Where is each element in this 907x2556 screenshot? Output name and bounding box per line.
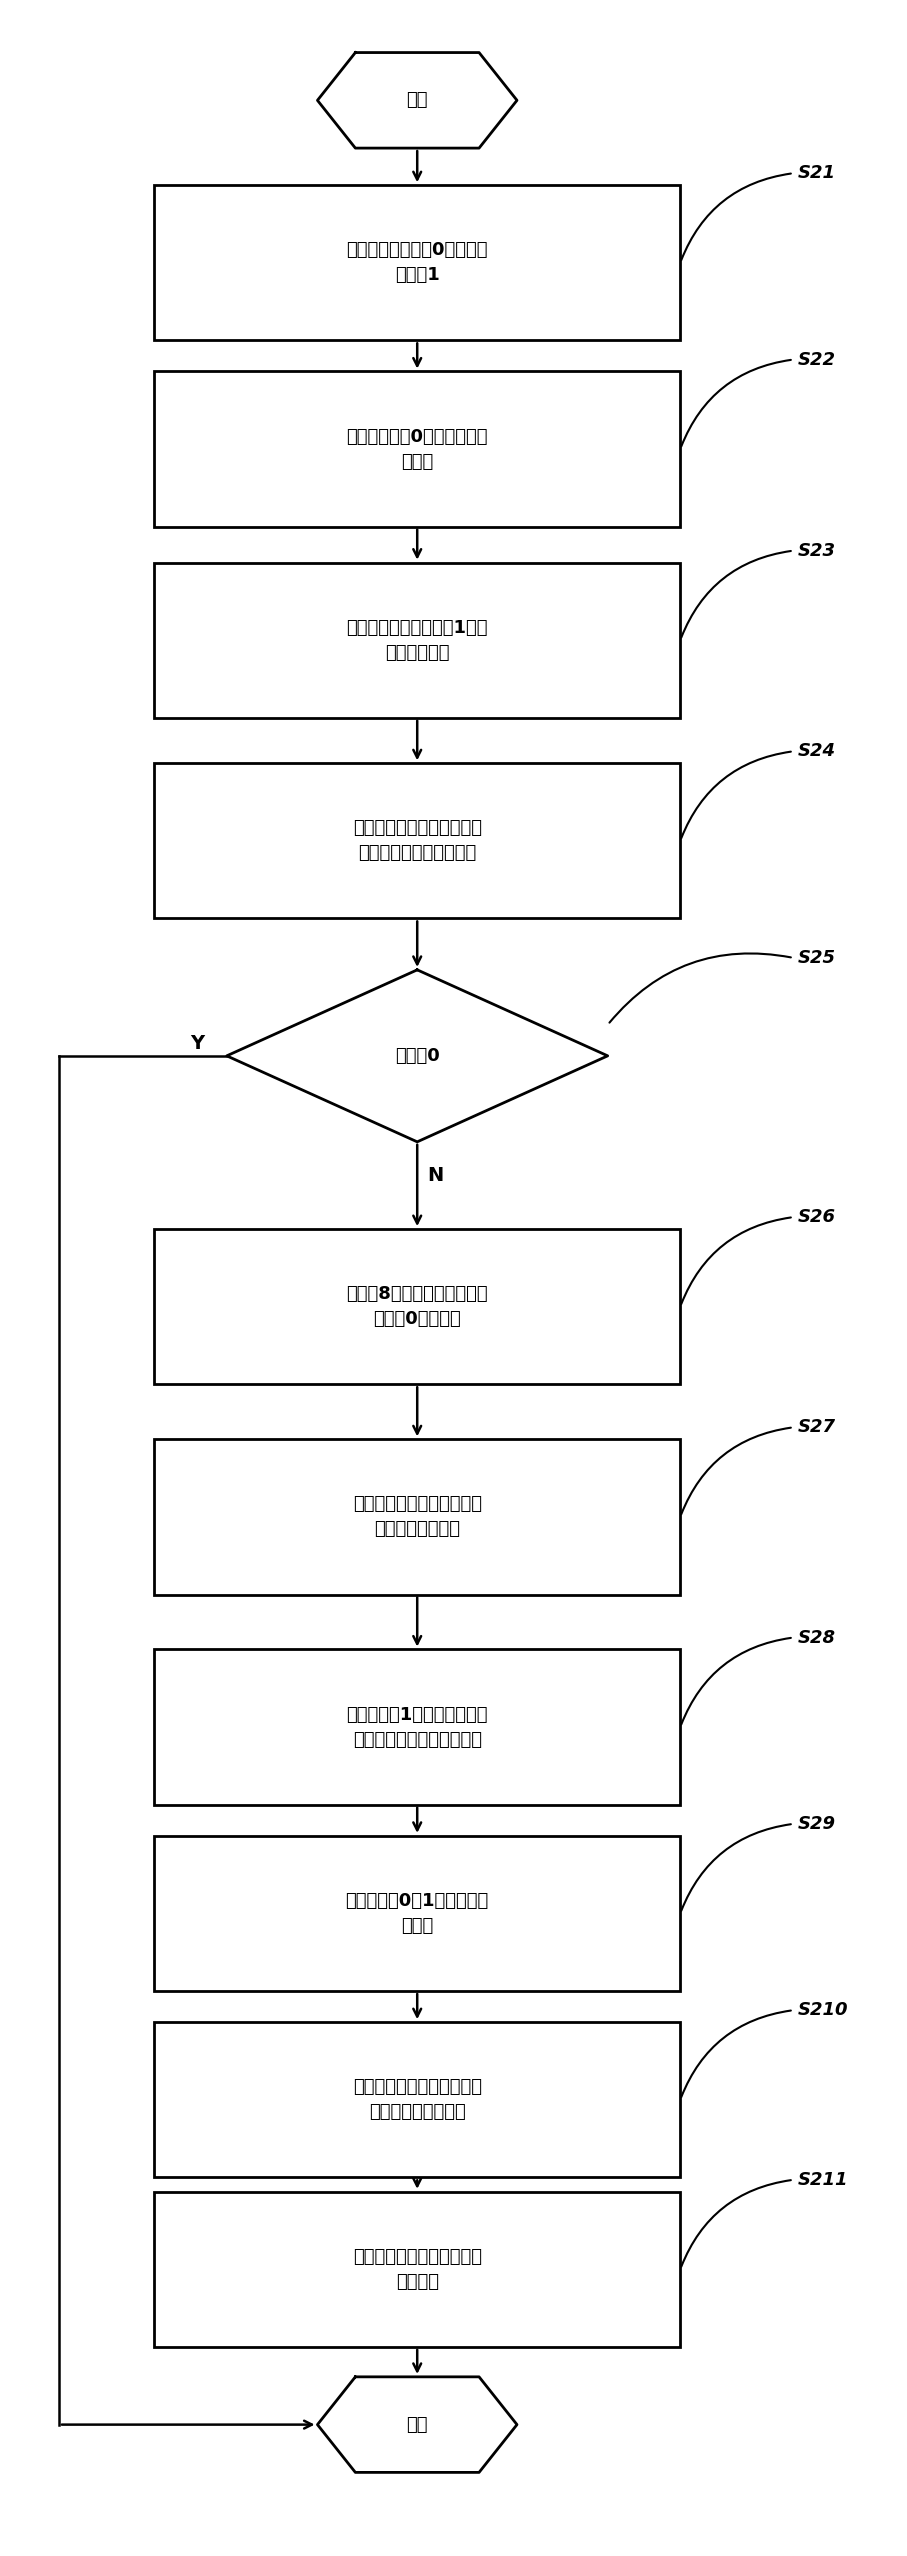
Text: S25: S25	[798, 948, 836, 966]
Text: S27: S27	[798, 1419, 836, 1436]
Text: N: N	[427, 1166, 444, 1186]
Bar	[154, 1229, 680, 1385]
Text: 结束: 结束	[406, 2415, 428, 2433]
Text: 查找相加后的最大相关值，
及其对应的索引值对: 查找相加后的最大相关值， 及其对应的索引值对	[353, 2078, 482, 2121]
Bar	[154, 1439, 680, 1595]
Bar	[154, 2190, 680, 2346]
Bar	[154, 562, 680, 718]
Bar	[154, 1649, 680, 1805]
Polygon shape	[227, 969, 608, 1143]
Text: 从相关序列1中选出每组的最
大度量值及其对应的索引值: 从相关序列1中选出每组的最 大度量值及其对应的索引值	[346, 1705, 488, 1748]
Text: 按照模8同余的原则将所述相
关序列0分为八组: 按照模8同余的原则将所述相 关序列0分为八组	[346, 1286, 488, 1329]
Text: 接收一组相关序列0和八组相
关序列1: 接收一组相关序列0和八组相 关序列1	[346, 240, 488, 284]
Bar	[154, 764, 680, 918]
Text: S210: S210	[798, 2001, 849, 2019]
Text: S26: S26	[798, 1209, 836, 1227]
Text: S21: S21	[798, 164, 836, 181]
Text: Y: Y	[190, 1035, 204, 1053]
Text: 开始: 开始	[406, 92, 428, 110]
Text: S24: S24	[798, 741, 836, 759]
Text: S211: S211	[798, 2170, 849, 2188]
Polygon shape	[317, 2377, 517, 2472]
Text: 分别利用每一组相关序列对
应的门限值进行峰值处理: 分别利用每一组相关序列对 应的门限值进行峰值处理	[353, 820, 482, 861]
Text: 将相关序列0和1的最大度量
值相加: 将相关序列0和1的最大度量 值相加	[346, 1891, 489, 1935]
Text: S23: S23	[798, 542, 836, 560]
Text: S28: S28	[798, 1628, 836, 1646]
Text: 分别计算八组相关序列1的相
关值的门限值: 分别计算八组相关序列1的相 关值的门限值	[346, 619, 488, 662]
Bar	[154, 2022, 680, 2178]
Text: S29: S29	[798, 1815, 836, 1833]
Text: S22: S22	[798, 350, 836, 368]
Text: 查找出每组中的最大度量值
及其对应的索引值: 查找出每组中的最大度量值 及其对应的索引值	[353, 1495, 482, 1539]
Bar	[154, 371, 680, 527]
Bar	[154, 184, 680, 340]
Polygon shape	[317, 54, 517, 148]
Text: 计算相关序列0内的相关值的
门限值: 计算相关序列0内的相关值的 门限值	[346, 427, 488, 470]
Bar	[154, 1835, 680, 1991]
Text: 根据所述索引值计算得到小
区组编号: 根据所述索引值计算得到小 区组编号	[353, 2247, 482, 2290]
Text: 值全为0: 值全为0	[395, 1048, 440, 1066]
